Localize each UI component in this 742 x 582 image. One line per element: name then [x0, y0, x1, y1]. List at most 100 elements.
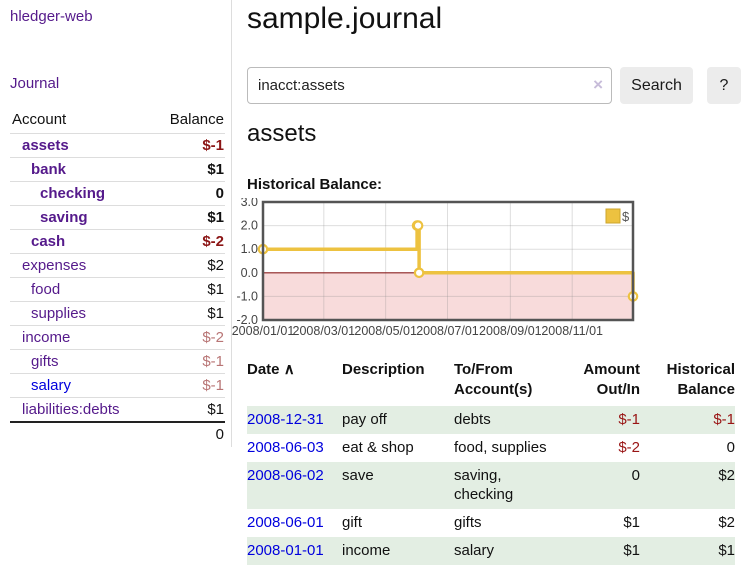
register-body: 2008-12-31 pay off debts $-1 $-1 2008-06-03 ea… [247, 406, 735, 565]
account-balance: $-1 [151, 349, 225, 374]
help-button[interactable]: ? [707, 67, 741, 104]
data-point[interactable] [413, 267, 425, 279]
account-row: bank $1 [10, 157, 225, 182]
amount-out-in: $-1 [618, 411, 640, 428]
historical-balance: $2 [718, 514, 735, 531]
account-row: income $-2 [10, 325, 225, 350]
page-title: sample.journal [247, 2, 443, 35]
plot-border [261, 200, 635, 322]
transaction-accounts: salary [454, 542, 495, 559]
account-balance: $2 [151, 253, 225, 278]
transaction-date-link[interactable]: 2008-06-03 [247, 439, 324, 456]
account-row: cash $-2 [10, 229, 225, 254]
historical-balance: $2 [718, 467, 735, 484]
register-row[interactable]: 2008-01-01 income salary $1 $1 [247, 537, 735, 565]
account-link-expenses[interactable]: expenses [22, 257, 87, 274]
transaction-description: pay off [342, 411, 387, 428]
date-column-header[interactable]: Date ∧ [247, 358, 342, 406]
search-bar: × Search ? [247, 67, 741, 104]
transaction-date-link[interactable]: 2008-06-02 [247, 467, 324, 484]
account-heading: assets [247, 120, 317, 147]
amount-out-in: $1 [623, 542, 640, 559]
amount-column-header: Amount Out/In [583, 361, 640, 398]
account-link-checking[interactable]: checking [40, 185, 106, 202]
historical-balance-chart: 3.0 2.0 1.0 0.0 -1.0 -2.02008/01/012008/03/01… [232, 198, 639, 338]
account-balance: $-2 [151, 229, 225, 254]
account-link-supplies[interactable]: supplies [31, 305, 87, 322]
account-column-header: Account [12, 111, 67, 128]
x-tick-label: 2008/01/01 [232, 324, 295, 338]
transaction-description: eat & shop [342, 439, 414, 456]
account-row: checking 0 [10, 181, 225, 206]
x-tick-label: 2008/09/01 [479, 324, 542, 338]
account-row: liabilities:debts $1 [10, 397, 225, 422]
sidebar: hledger-web Journal Account Balance asse… [0, 0, 232, 446]
app-title-link[interactable]: hledger-web [10, 8, 93, 25]
account-balance: $-1 [151, 373, 225, 398]
transaction-date: 2008-12-31 [247, 406, 342, 434]
account-link-saving[interactable]: saving [40, 209, 88, 226]
search-input[interactable] [247, 67, 612, 104]
transaction-description: income [342, 542, 391, 559]
account-link-food[interactable]: food [31, 281, 61, 298]
accounts-total-value: 0 [151, 421, 225, 446]
historical-balance: 0 [726, 439, 735, 456]
account-link-liabilities-debts[interactable]: liabilities:debts [22, 401, 120, 418]
legend-label: $ [622, 209, 630, 224]
accounts-total-row: 0 [10, 421, 225, 446]
account-link-assets[interactable]: assets [22, 137, 69, 154]
account-row: food $1 [10, 277, 225, 302]
register-row[interactable]: 2008-06-03 eat & shop food, supplies $-2 0 [247, 434, 735, 462]
y-tick-label: -1.0 [236, 289, 258, 303]
account-row: assets $-1 [10, 133, 225, 158]
transaction-description: gift [342, 514, 363, 531]
y-tick-label: 1.0 [241, 242, 258, 256]
account-row: saving $1 [10, 205, 225, 230]
account-balance: $-1 [151, 133, 225, 158]
amount-out-in: $-2 [618, 439, 640, 456]
search-input-wrapper: × [247, 67, 612, 104]
transaction-accounts: food, supplies [454, 439, 547, 456]
transaction-accounts: gifts [454, 514, 482, 531]
register-row[interactable]: 2008-06-01 gift gifts $1 $2 [247, 509, 735, 537]
x-tick-label: 2008/03/01 [293, 324, 356, 338]
sort-ascending-icon: ∧ [283, 361, 295, 378]
clear-search-icon[interactable]: × [593, 75, 603, 94]
account-link-income[interactable]: income [22, 329, 71, 346]
account-row: salary $-1 [10, 373, 225, 398]
transaction-date: 2008-06-03 [247, 434, 342, 462]
amount-out-in: $1 [623, 514, 640, 531]
account-link-cash[interactable]: cash [31, 233, 66, 250]
search-button[interactable]: Search [620, 67, 693, 104]
balance-column-header: Balance [169, 111, 224, 128]
sidebar-divider [231, 0, 232, 447]
account-balance: $1 [151, 301, 225, 326]
account-link-gifts[interactable]: gifts [31, 353, 59, 370]
account-balance: $1 [151, 277, 225, 302]
legend-swatch [605, 208, 621, 224]
transaction-accounts: saving, checking [454, 467, 514, 503]
account-row: expenses $2 [10, 253, 225, 278]
account-balance-table: Account Balance assets $-1 bank $1 checking 0… [10, 107, 225, 446]
account-balance: $1 [151, 157, 225, 182]
account-balance: $-2 [151, 325, 225, 350]
account-balance: 0 [151, 181, 225, 206]
x-tick-label: 2008/07/01 [416, 324, 479, 338]
transaction-date: 2008-06-01 [247, 509, 342, 537]
data-point[interactable] [412, 220, 424, 231]
transaction-date-link[interactable]: 2008-01-01 [247, 542, 324, 559]
account-link-bank[interactable]: bank [31, 161, 67, 178]
y-tick-label: 0.0 [241, 266, 258, 280]
negative-region [263, 272, 633, 320]
account-link-salary[interactable]: salary [31, 377, 72, 394]
register-row[interactable]: 2008-12-31 pay off debts $-1 $-1 [247, 406, 735, 434]
y-tick-label: -2.0 [236, 313, 258, 327]
register-row[interactable]: 2008-06-02 save saving, checking 0 $2 [247, 462, 735, 509]
transaction-date-link[interactable]: 2008-06-01 [247, 514, 324, 531]
y-tick-label: 2.0 [241, 219, 258, 233]
sidebar-item-journal[interactable]: Journal [10, 75, 60, 92]
transaction-date-link[interactable]: 2008-12-31 [247, 411, 324, 428]
account-tree-body: assets $-1 bank $1 checking 0 saving $1 cash $-2 e… [10, 133, 225, 446]
historical-balance: $-1 [713, 411, 735, 428]
account-balance: $1 [151, 205, 225, 230]
